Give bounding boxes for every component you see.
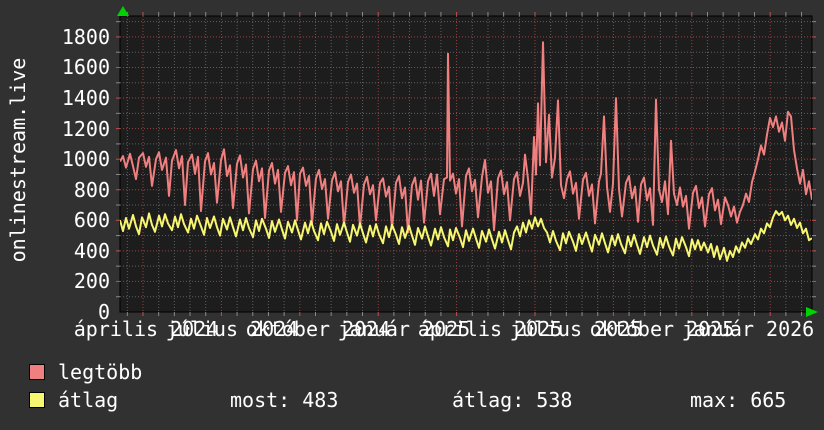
legend-swatch-avg xyxy=(29,392,45,408)
y-axis-tick-label: 0 xyxy=(97,300,110,324)
x-axis-tick-label: április 2025 xyxy=(417,317,563,341)
x-axis-tick-label: január 2025 xyxy=(337,317,471,341)
y-axis-tick-label: 200 xyxy=(73,269,110,294)
y-axis-tick-label: 800 xyxy=(73,177,110,202)
legend-label-most: legtöbb xyxy=(58,360,143,384)
y-axis-tick-label: 1000 xyxy=(61,147,110,172)
x-axis-tick-label: július 2025 xyxy=(509,317,643,341)
x-axis-tick-label: október 2025 xyxy=(589,317,735,341)
chart-plot xyxy=(116,6,818,317)
y-axis-tick-label: 1400 xyxy=(61,86,110,111)
legend-label-avg: átlag xyxy=(58,388,119,412)
y-axis-tick-label: 1600 xyxy=(61,55,110,80)
y-axis-tick-label: 600 xyxy=(73,208,110,233)
x-axis-tick-label: október 2024 xyxy=(245,317,391,341)
stat-avg: átlag: 538 xyxy=(452,388,573,412)
x-axis-tick-label: július 2024 xyxy=(165,317,299,341)
stat-most: most: 483 xyxy=(230,388,339,412)
y-axis-tick-label: 1800 xyxy=(61,24,110,49)
y-axis-tick-label: 400 xyxy=(73,238,110,263)
chart-vertical-title: onlinestream.live xyxy=(6,57,30,263)
stat-max: max: 665 xyxy=(690,388,787,412)
x-axis-tick-label: április 2024 xyxy=(73,317,219,341)
x-axis-tick-label: január 2026 xyxy=(681,317,815,341)
legend-swatch-most xyxy=(29,364,45,380)
y-axis-tick-label: 1200 xyxy=(61,116,110,141)
